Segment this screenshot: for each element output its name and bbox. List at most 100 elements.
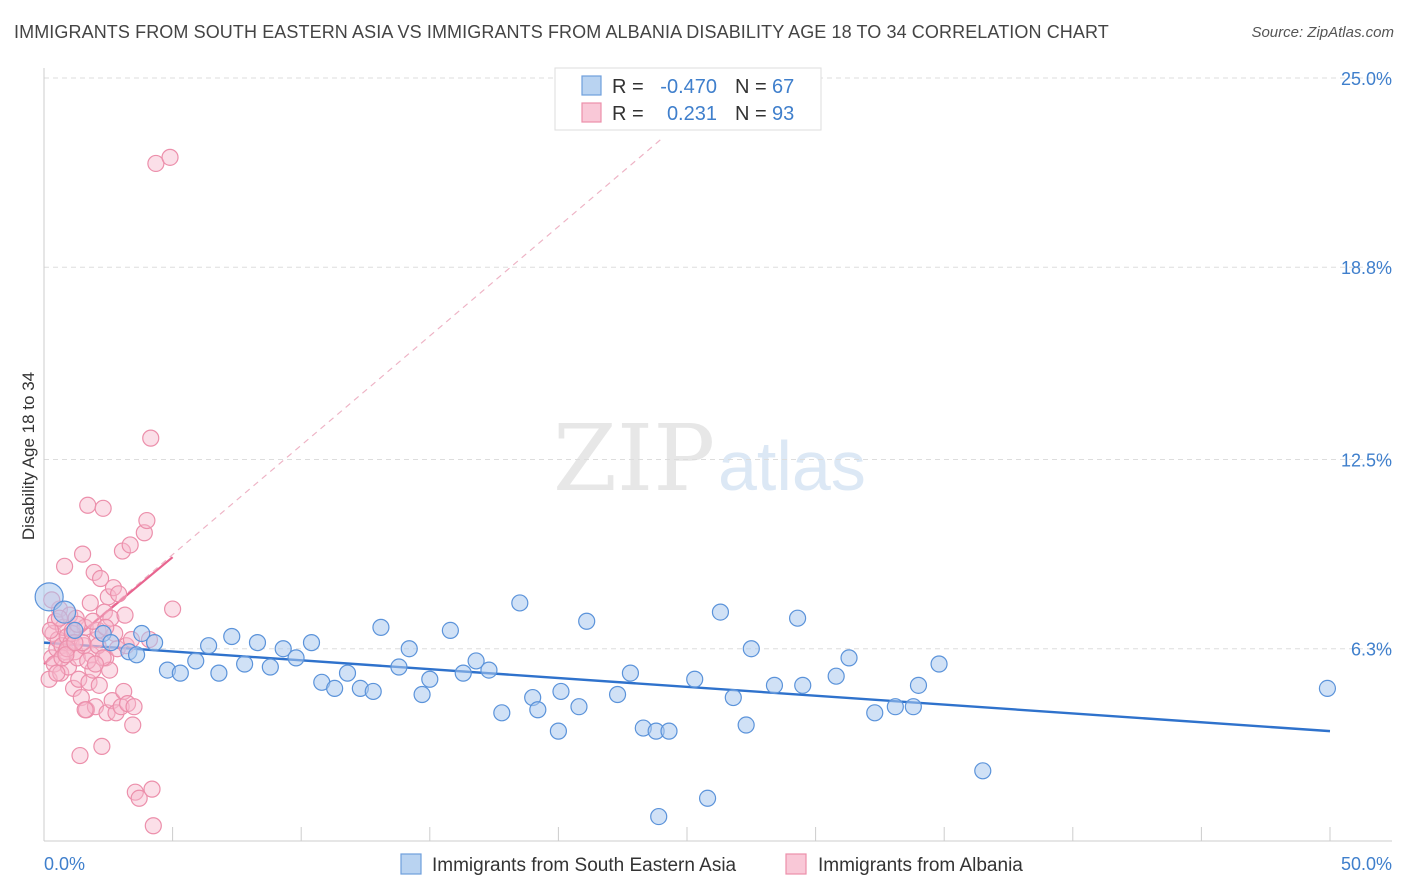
- south-eastern-asia-point: [742, 640, 760, 658]
- albania-point: [142, 429, 160, 447]
- albania-point: [143, 780, 161, 798]
- south-eastern-asia-point: [650, 807, 668, 826]
- south-eastern-asia-point: [840, 649, 858, 667]
- tick-labels: 6.3% 12.5% 18.8% 25.0% 0.0% 50.0%: [44, 69, 1392, 874]
- south-eastern-asia-point: [274, 640, 292, 658]
- albania-point: [121, 536, 139, 554]
- albania-point: [70, 670, 88, 688]
- south-eastern-asia-point: [660, 722, 678, 740]
- south-eastern-asia-point: [34, 582, 64, 612]
- south-eastern-asia-point: [511, 594, 529, 612]
- south-eastern-asia-point: [102, 634, 120, 652]
- south-eastern-asia-point: [886, 698, 904, 716]
- y-axis-label: Disability Age 18 to 34: [19, 372, 38, 540]
- gridlines: [44, 77, 1392, 650]
- south-eastern-asia-point: [866, 704, 884, 722]
- south-eastern-asia-point: [364, 682, 382, 701]
- albania-point: [138, 511, 156, 530]
- albania-point: [116, 606, 134, 624]
- y-tick-label-0: 6.3%: [1351, 640, 1392, 660]
- south-eastern-asia-point: [608, 685, 627, 704]
- south-eastern-asia-point: [223, 627, 241, 646]
- south-eastern-asia-point: [413, 685, 431, 704]
- albania-point: [130, 789, 148, 807]
- watermark-zip: ZIP: [553, 405, 715, 512]
- south-eastern-asia-point: [145, 634, 164, 652]
- legend-swatch-pink: [581, 102, 602, 123]
- south-eastern-asia-point: [552, 682, 570, 701]
- south-eastern-asia-point: [724, 688, 742, 707]
- albania-point: [79, 496, 97, 514]
- south-eastern-asia-point: [686, 670, 704, 688]
- albania-point: [73, 545, 92, 563]
- axes: [43, 68, 1392, 842]
- south-eastern-asia-point: [66, 621, 84, 640]
- chart-title: IMMIGRANTS FROM SOUTH EASTERN ASIA VS IM…: [14, 22, 1109, 42]
- south-eastern-asia-points: [34, 582, 1337, 826]
- bottom-legend: Immigrants from South Eastern Asia Immig…: [400, 853, 1023, 876]
- source-label: Source: ZipAtlas.com: [1251, 24, 1394, 41]
- albania-point: [124, 716, 142, 734]
- south-eastern-asia-point: [261, 658, 279, 676]
- south-eastern-asia-point: [909, 676, 928, 694]
- albania-point: [144, 817, 162, 835]
- legend-n-label-2: N =: [735, 103, 767, 125]
- albania-point: [71, 746, 89, 765]
- legend-n-value-2: 93: [772, 103, 794, 125]
- south-eastern-asia-point: [302, 634, 321, 652]
- south-eastern-asia-point: [788, 609, 807, 627]
- south-eastern-asia-point: [467, 652, 485, 670]
- south-eastern-asia-point: [974, 762, 992, 780]
- bottom-legend-label-blue: Immigrants from South Eastern Asia: [432, 855, 737, 876]
- south-eastern-asia-point: [236, 655, 254, 673]
- x-tick-label-0: 0.0%: [44, 854, 85, 874]
- albania-point: [161, 148, 179, 166]
- south-eastern-asia-point: [52, 600, 77, 624]
- south-eastern-asia-point: [578, 612, 596, 630]
- albania-points: [40, 148, 182, 835]
- legend-swatch-blue: [581, 75, 602, 96]
- albania-point: [93, 737, 111, 755]
- legend-r-value-1: -0.470: [660, 76, 717, 98]
- albania-point: [57, 646, 75, 664]
- bottom-legend-label-pink: Immigrants from Albania: [818, 855, 1023, 876]
- legend-r-label-1: R =: [612, 76, 644, 98]
- legend: R = -0.470 N = 67 R = 0.231 N = 93: [554, 67, 822, 131]
- south-eastern-asia-point: [171, 664, 189, 682]
- y-tick-label-3: 25.0%: [1341, 69, 1392, 89]
- y-tick-label-1: 12.5%: [1341, 451, 1392, 471]
- south-eastern-asia-point: [210, 664, 228, 682]
- south-eastern-asia-point: [390, 658, 408, 676]
- albania-point: [109, 585, 128, 603]
- south-eastern-asia-point: [737, 716, 755, 734]
- watermark: ZIP atlas: [553, 405, 866, 512]
- x-tick-label-1: 50.0%: [1341, 854, 1392, 874]
- south-eastern-asia-point: [794, 676, 812, 694]
- south-eastern-asia-point: [338, 664, 357, 682]
- south-eastern-asia-point: [904, 698, 922, 716]
- south-eastern-asia-point: [930, 655, 948, 673]
- albania-point: [41, 621, 60, 640]
- albania-point: [90, 676, 108, 694]
- south-eastern-asia-point: [200, 637, 218, 655]
- south-eastern-asia-point: [127, 646, 146, 664]
- albania-point: [55, 557, 74, 575]
- south-eastern-asia-point: [698, 789, 717, 807]
- y-tick-label-2: 18.8%: [1341, 258, 1392, 278]
- south-eastern-asia-point: [1318, 679, 1337, 698]
- south-eastern-asia-point: [133, 624, 151, 643]
- albania-point: [147, 154, 165, 173]
- south-eastern-asia-trend-line: [43, 641, 1331, 733]
- albania-point: [81, 594, 99, 612]
- south-eastern-asia-point: [248, 634, 267, 652]
- south-eastern-asia-point: [493, 704, 511, 722]
- albania-point: [86, 655, 105, 673]
- south-eastern-asia-point: [570, 698, 588, 716]
- south-eastern-asia-point: [421, 670, 439, 688]
- bottom-legend-swatch-blue: [400, 853, 422, 875]
- albania-point: [99, 588, 117, 606]
- bottom-legend-swatch-pink: [785, 853, 807, 875]
- south-eastern-asia-point: [827, 667, 845, 685]
- watermark-atlas: atlas: [718, 427, 866, 505]
- albania-point: [125, 698, 143, 716]
